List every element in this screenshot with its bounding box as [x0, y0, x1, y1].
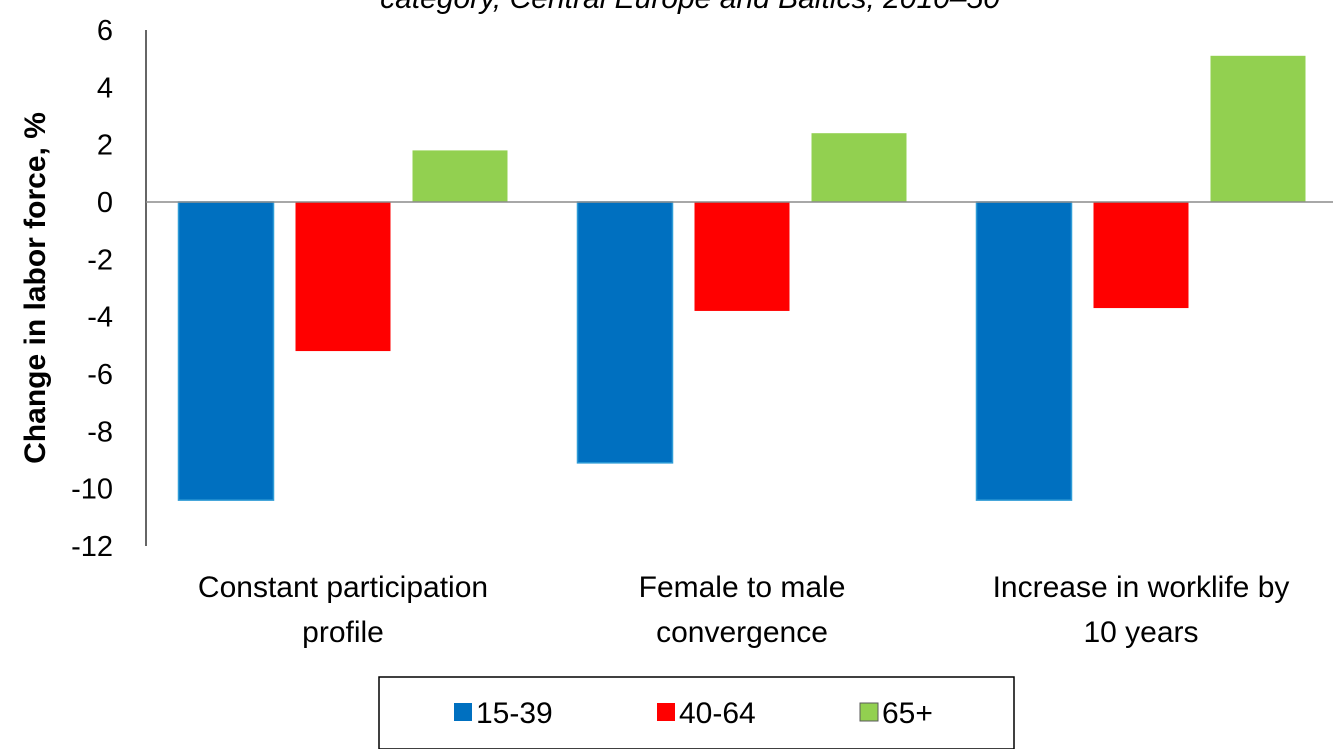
x-category-label: 10 years [1083, 616, 1198, 649]
legend-box [378, 676, 1015, 749]
y-tick-label: -2 [87, 244, 113, 276]
y-tick-label: -10 [71, 474, 113, 506]
y-tick-label: -6 [87, 359, 113, 391]
x-category-label: Increase in worklife by [993, 571, 1290, 604]
y-ticks: 6 4 2 0 -2 -4 -6 -8 -10 -12 [71, 15, 113, 563]
legend-label-40-64: 40-64 [679, 697, 756, 730]
bar-40-64-3 [1093, 202, 1189, 309]
bar-40-64-2 [694, 202, 790, 311]
x-category-label: Female to male [639, 571, 846, 604]
y-tick-label: 2 [97, 130, 113, 162]
axes [145, 30, 1333, 546]
x-category-labels: Constant participation profile Female to m… [198, 571, 1289, 649]
y-tick-label: -12 [71, 531, 113, 563]
y-tick-label: 6 [97, 15, 113, 47]
legend-swatch-15-39 [454, 703, 472, 721]
bar-65+-2 [811, 133, 907, 202]
bar-15-39-1 [177, 201, 275, 501]
y-tick-label: -4 [87, 302, 113, 334]
y-axis-label-group: Change in labor force, % [19, 112, 52, 464]
x-category-label: profile [302, 616, 384, 649]
bar-65+-3 [1210, 55, 1306, 202]
chart-title: category, Central Europe and Baltics, 20… [380, 0, 1000, 15]
bar-40-64-1 [295, 202, 391, 352]
legend-swatch-40-64 [657, 703, 675, 721]
bar-15-39-3 [975, 201, 1073, 501]
y-tick-label: -8 [87, 416, 113, 448]
bar-15-39-2 [576, 201, 674, 464]
legend-label-15-39: 15-39 [476, 697, 553, 730]
x-category-label: Constant participation [198, 571, 488, 604]
y-tick-label: 0 [97, 187, 113, 219]
legend-label-65+: 65+ [882, 697, 933, 730]
bar-65+-1 [412, 150, 508, 202]
bars [177, 55, 1306, 501]
legend-swatch-65+ [859, 702, 879, 722]
y-axis-label: Change in labor force, % [19, 112, 52, 464]
y-tick-label: 4 [97, 72, 113, 104]
x-category-label: convergence [656, 616, 828, 649]
legend: 15-39 40-64 65+ [378, 676, 1015, 749]
